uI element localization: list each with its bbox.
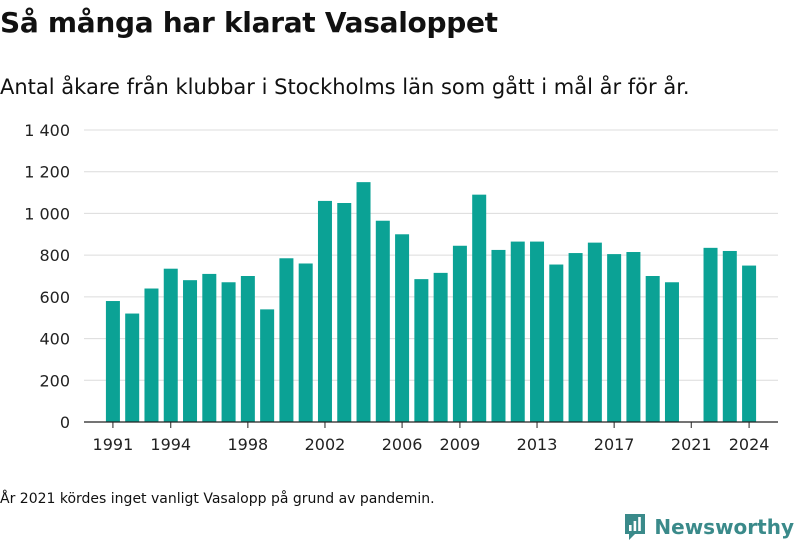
- bar-2006: [395, 234, 410, 422]
- y-tick-label: 800: [39, 246, 70, 265]
- bar-2008: [433, 272, 448, 422]
- bar-2023: [722, 250, 737, 422]
- x-tick-label: 1991: [93, 435, 134, 454]
- bar-1996: [202, 273, 217, 422]
- bar-1999: [260, 309, 275, 422]
- x-tick-label: 2017: [594, 435, 635, 454]
- y-axis-ticks: 0 200 400 600 800 1 000 1 200 1 400: [24, 121, 70, 432]
- bar-2013: [530, 241, 545, 422]
- x-axis-ticks: 1991 1994 1998 2002 2006 2009 2013 2017 2021 2024: [93, 422, 770, 454]
- bar-1993: [144, 288, 159, 422]
- bar-2001: [298, 263, 313, 422]
- bar-2007: [414, 279, 429, 422]
- bar-2012: [510, 241, 525, 422]
- brand-name: Newsworthy: [654, 515, 794, 539]
- bar-2000: [279, 258, 294, 422]
- bar-2005: [375, 220, 390, 422]
- bar-2011: [491, 249, 506, 422]
- x-tick-label: 2009: [440, 435, 481, 454]
- bar-2017: [607, 254, 622, 422]
- bar-2015: [568, 253, 583, 422]
- bar-2019: [645, 276, 660, 422]
- x-tick-label: 1994: [150, 435, 191, 454]
- y-tick-label: 200: [39, 371, 70, 390]
- bar-1992: [125, 313, 140, 422]
- bar-1991: [105, 301, 120, 422]
- y-tick-label: 1 000: [24, 204, 70, 223]
- x-tick-label: 2024: [729, 435, 770, 454]
- bar-2009: [452, 245, 467, 422]
- bar-2024: [742, 265, 757, 422]
- bar-2003: [337, 203, 352, 422]
- bar-2020: [664, 282, 679, 422]
- footnote: År 2021 kördes inget vanligt Vasalopp på…: [0, 491, 435, 507]
- bar-2010: [472, 194, 487, 422]
- bar-1998: [240, 276, 255, 422]
- x-tick-label: 1998: [228, 435, 269, 454]
- grid-lines: [84, 129, 778, 381]
- y-tick-label: 400: [39, 330, 70, 349]
- y-tick-label: 1 200: [24, 163, 70, 182]
- bar-2018: [626, 252, 641, 422]
- bar-1995: [183, 280, 198, 422]
- x-tick-label: 2006: [382, 435, 423, 454]
- newsworthy-logo-icon: [623, 512, 647, 542]
- bar-2014: [549, 264, 564, 422]
- y-tick-label: 1 400: [24, 121, 70, 140]
- bar-1997: [221, 282, 236, 422]
- y-tick-label: 0: [60, 413, 70, 432]
- bar-1994: [163, 268, 178, 422]
- x-tick-label: 2002: [305, 435, 346, 454]
- brand-logo: Newsworthy: [623, 512, 794, 542]
- x-tick-label: 2021: [671, 435, 712, 454]
- y-tick-label: 600: [39, 288, 70, 307]
- bar-2004: [356, 182, 371, 422]
- bar-2002: [317, 200, 332, 422]
- x-tick-label: 2013: [517, 435, 558, 454]
- chart-title: Så många har klarat Vasaloppet: [0, 6, 498, 39]
- chart-subtitle: Antal åkare från klubbar i Stockholms lä…: [0, 75, 690, 99]
- bar-2016: [587, 242, 602, 422]
- bar-2022: [703, 247, 718, 422]
- bars: [105, 182, 757, 422]
